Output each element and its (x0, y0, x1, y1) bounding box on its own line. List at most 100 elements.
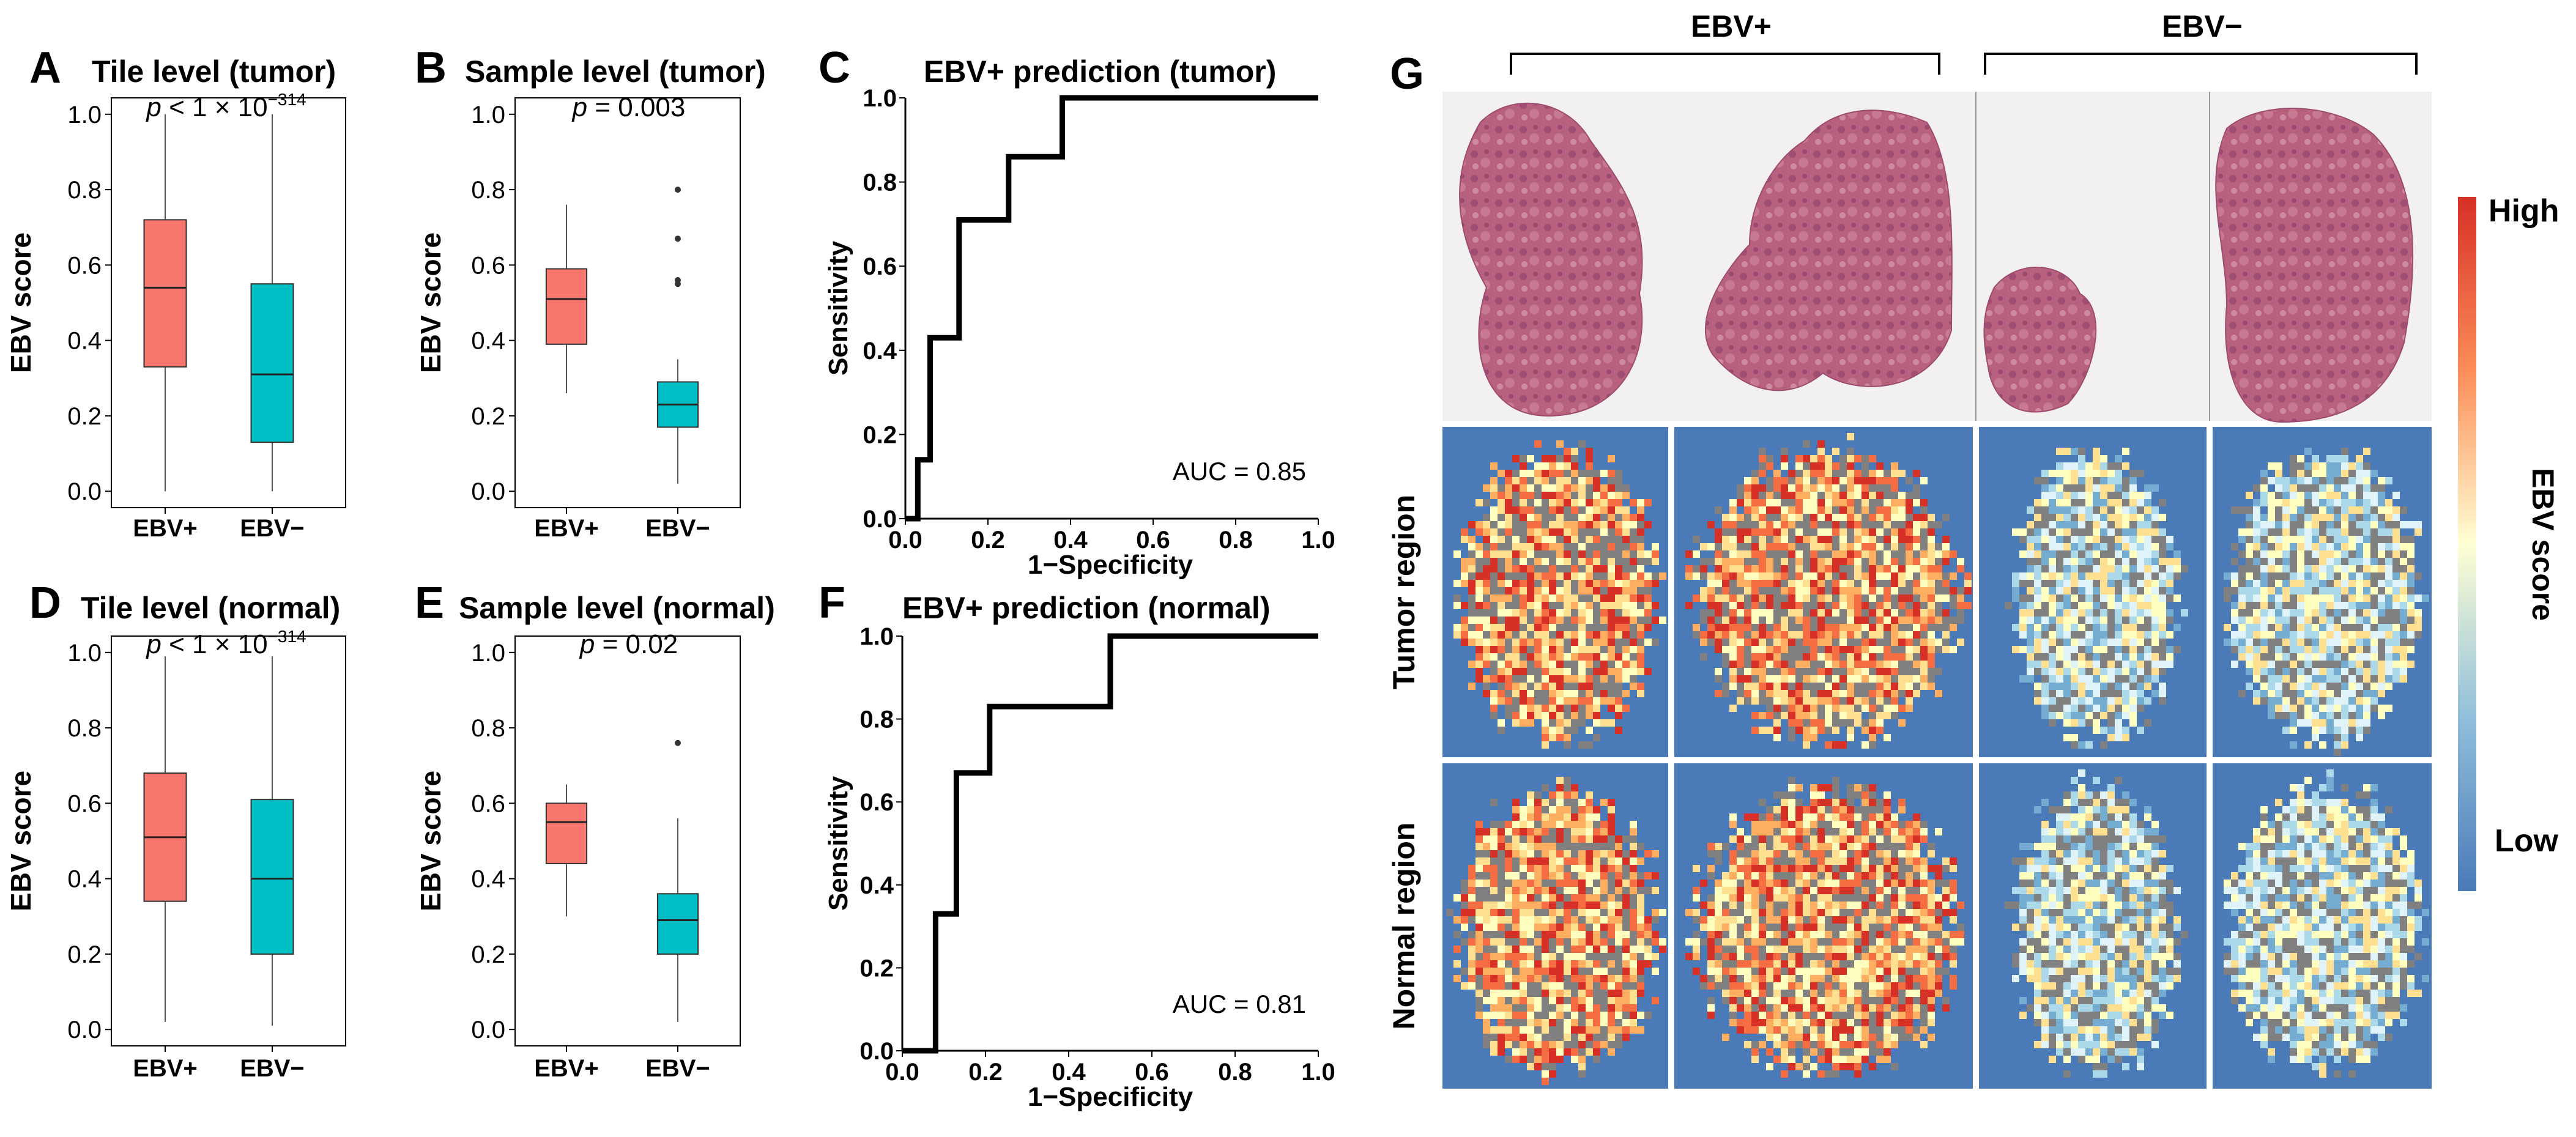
score-tile (1898, 909, 1906, 916)
score-tile (1744, 580, 1751, 587)
score-tile (2334, 594, 2341, 602)
score-tile (1788, 646, 1795, 653)
score-tile (2312, 719, 2319, 727)
score-tile (2268, 477, 2275, 484)
score-tile (1600, 470, 1608, 477)
score-tile (1884, 894, 1891, 902)
score-tile (1803, 499, 1810, 506)
score-tile (2085, 528, 2093, 536)
score-tile (2392, 521, 2400, 528)
score-tile (1578, 806, 1586, 813)
score-tile (2385, 602, 2392, 609)
score-tile (1527, 997, 1534, 1004)
score-tile (2290, 719, 2297, 727)
score-tile (1615, 982, 1622, 990)
score-tile (2246, 572, 2253, 580)
score-tile (1542, 536, 1549, 543)
score-tile (1644, 668, 1652, 675)
score-tile (1520, 719, 1527, 727)
score-tile (1898, 894, 1906, 902)
outlier-point (675, 739, 681, 746)
score-tile (1505, 617, 1512, 624)
score-tile (2137, 675, 2144, 683)
score-tile (1490, 1048, 1498, 1056)
score-tile (1935, 880, 1942, 887)
score-tile (1534, 1004, 1542, 1012)
score-tile (1861, 492, 1869, 499)
score-tile (1795, 506, 1803, 514)
score-tile (1564, 550, 1571, 558)
score-tile (1773, 806, 1781, 813)
score-tile (1722, 521, 1729, 528)
score-tile (1854, 521, 1861, 528)
score-tile (1534, 799, 1542, 806)
score-tile (2129, 617, 2137, 624)
score-tile (1556, 734, 1564, 741)
score-tile (2290, 602, 2297, 609)
score-tile (1644, 953, 1652, 960)
score-tile (1652, 572, 1659, 580)
score-tile (1898, 536, 1906, 543)
score-tile (2078, 528, 2085, 536)
score-tile (1593, 880, 1600, 887)
score-tile (1637, 558, 1644, 565)
score-tile (1549, 960, 1556, 968)
score-tile (1534, 609, 1542, 617)
score-tile (2400, 639, 2407, 646)
score-tile (1884, 639, 1891, 646)
score-tile (1520, 712, 1527, 719)
score-tile (1817, 668, 1825, 675)
score-tile (2385, 477, 2392, 484)
score-tile (2078, 470, 2085, 477)
score-tile (1913, 857, 1920, 865)
score-tile (2093, 639, 2100, 646)
score-tile (1571, 902, 1578, 909)
score-tile (1788, 850, 1795, 857)
score-tile (1751, 690, 1759, 697)
score-tile (1498, 536, 1505, 543)
score-tile (1512, 609, 1520, 617)
score-tile (1600, 997, 1608, 1004)
score-tile (1505, 565, 1512, 572)
score-tile (1920, 683, 1928, 690)
score-tile (1817, 784, 1825, 791)
score-tile (1847, 580, 1854, 587)
score-tile (2319, 602, 2326, 609)
score-tile (2093, 661, 2100, 668)
score-tile (2341, 506, 2348, 514)
score-tile (2085, 602, 2093, 609)
score-tile (2231, 661, 2238, 668)
score-tile (1839, 813, 1847, 821)
score-tile (2385, 617, 2392, 624)
score-tile (1751, 727, 1759, 734)
score-tile (2319, 580, 2326, 587)
score-tile (1512, 1004, 1520, 1012)
score-tile (1935, 909, 1942, 916)
score-tile (1490, 492, 1498, 499)
score-tile (1637, 624, 1644, 631)
score-tile (2341, 477, 2348, 484)
score-tile (1839, 821, 1847, 828)
score-tile (1483, 1026, 1490, 1034)
score-tile (1542, 470, 1549, 477)
score-tile (1773, 661, 1781, 668)
score-tile (1468, 880, 1475, 887)
score-tile (1637, 550, 1644, 558)
score-tile (1803, 646, 1810, 653)
score-tile (2312, 506, 2319, 514)
score-tile (2363, 536, 2370, 543)
score-tile (1906, 572, 1913, 580)
score-tile (1505, 602, 1512, 609)
score-tile (1766, 727, 1773, 734)
score-tile (1637, 975, 1644, 982)
score-tile (1622, 506, 1630, 514)
score-tile (2115, 719, 2122, 727)
score-tile (1744, 617, 1751, 624)
score-tile (1549, 653, 1556, 661)
score-tile (2268, 580, 2275, 587)
score-tile (1751, 550, 1759, 558)
score-tile (2282, 594, 2290, 602)
score-tile (1549, 697, 1556, 705)
score-tile (2304, 587, 2312, 594)
score-tile (1652, 887, 1659, 894)
